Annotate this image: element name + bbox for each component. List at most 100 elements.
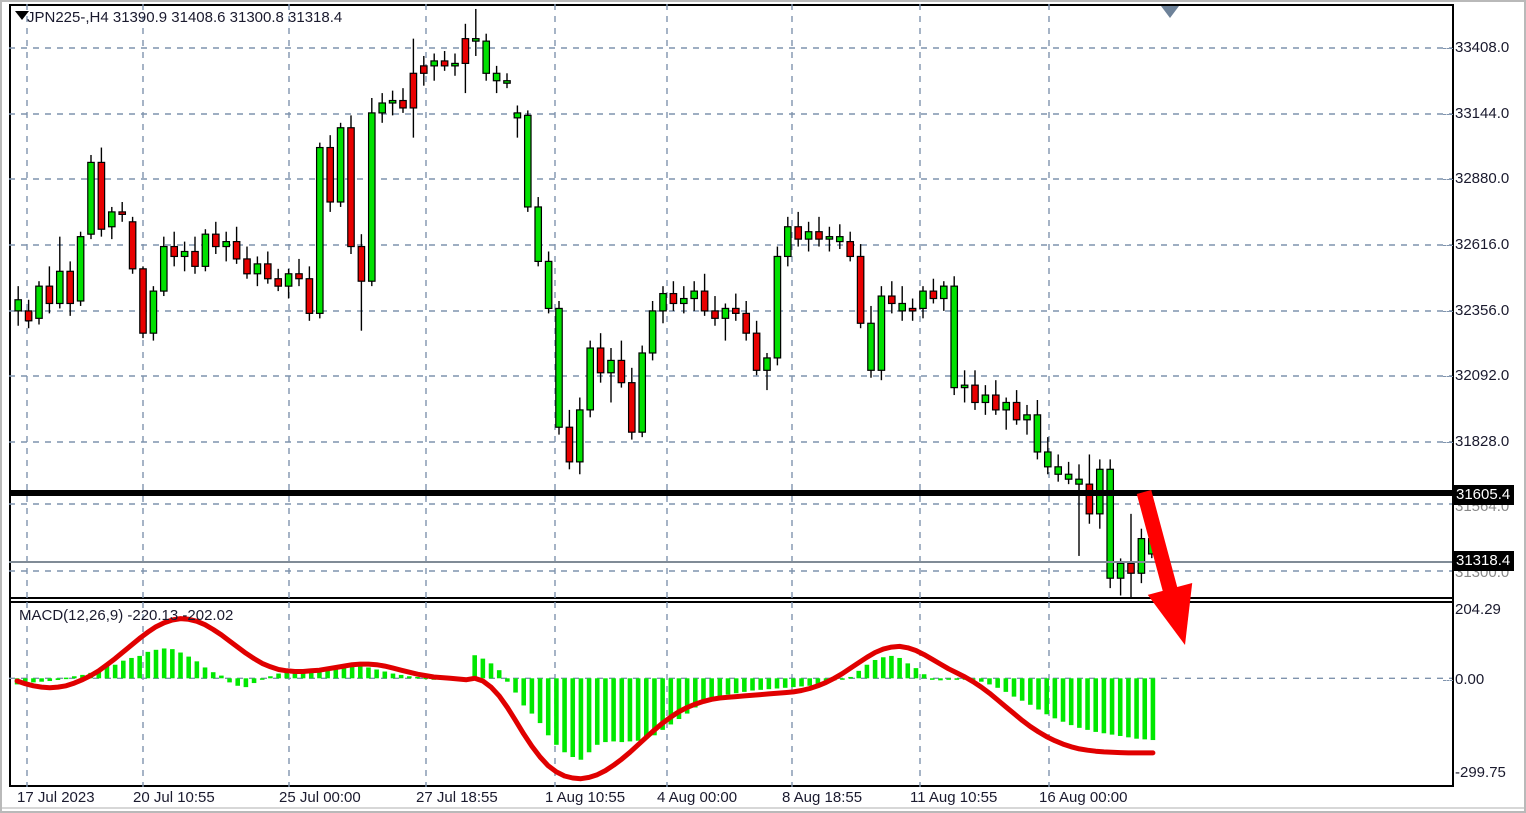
candle-body <box>1106 468 1115 579</box>
macd-histogram-bar <box>317 668 322 679</box>
chart-area[interactable]: JPN225-,H4 31390.9 31408.6 31300.8 31318… <box>9 4 1454 787</box>
candlestick <box>201 229 210 272</box>
candle-body <box>898 302 907 312</box>
macd-histogram-bar <box>921 674 927 679</box>
macd-histogram-bar <box>55 678 61 681</box>
candle-body <box>492 72 501 82</box>
candlestick <box>555 301 563 435</box>
candle-body <box>939 285 948 300</box>
candle-body <box>960 384 969 389</box>
candle-body <box>419 65 428 74</box>
candlestick <box>565 409 574 470</box>
macd-histogram-bar <box>913 668 919 679</box>
candle-body <box>627 382 636 433</box>
macd-histogram-bar <box>1011 678 1017 697</box>
candlestick <box>492 65 501 94</box>
time-axis-label: 25 Jul 00:00 <box>279 789 361 806</box>
candlestick <box>1054 454 1063 482</box>
candle-body <box>523 114 532 208</box>
candlestick <box>887 281 896 314</box>
candlestick <box>607 348 615 403</box>
candlestick <box>783 216 792 267</box>
candlestick <box>1023 404 1031 435</box>
macd-indicator-panel[interactable] <box>9 602 1452 787</box>
candle-body <box>867 322 875 371</box>
macd-histogram-bar <box>954 678 960 680</box>
candlestick <box>295 258 303 287</box>
candlestick <box>659 286 667 324</box>
candle-body <box>357 245 366 282</box>
candlestick <box>107 206 116 240</box>
candle-body <box>139 268 147 334</box>
candle-body <box>1064 473 1073 480</box>
candlestick <box>1002 397 1011 430</box>
candle-body <box>742 312 751 334</box>
candlestick <box>711 296 719 326</box>
candle-body <box>794 226 803 240</box>
candlestick <box>752 320 761 376</box>
candle-body <box>1137 537 1146 574</box>
time-axis[interactable]: 17 Jul 2023 20 Jul 10:55 25 Jul 00:00 27 Ju… <box>9 788 1452 811</box>
macd-histogram-bar <box>897 657 902 679</box>
macd-histogram-bar <box>71 676 77 679</box>
macd-histogram-bar <box>341 666 347 679</box>
candle-body <box>295 273 303 280</box>
macd-histogram-bar <box>652 678 657 736</box>
axis-bottom-rule <box>2 807 1524 809</box>
macd-histogram-bar <box>178 652 183 679</box>
price-axis-label: 33408.0 <box>1455 39 1510 56</box>
macd-histogram-bar <box>987 678 992 685</box>
candlestick <box>430 53 439 81</box>
candle-body <box>305 278 314 314</box>
candlestick <box>669 281 678 311</box>
candle-body <box>846 241 855 258</box>
macd-histogram-bar <box>505 678 510 682</box>
macd-histogram-bar <box>529 678 535 714</box>
macd-histogram-bar <box>619 678 625 743</box>
candle-body <box>877 295 886 371</box>
macd-histogram-bar <box>219 675 224 679</box>
candlestick <box>513 105 522 138</box>
macd-axis[interactable]: 204.29 0.00 -299.75 <box>1443 2 1524 811</box>
triangle-down-icon[interactable] <box>15 11 29 20</box>
candle-body <box>336 127 345 203</box>
candle-body <box>700 290 709 312</box>
candlestick <box>159 236 168 297</box>
candlestick <box>503 73 511 89</box>
macd-histogram-bar <box>472 655 477 679</box>
candlestick <box>211 221 220 254</box>
macd-histogram-bar <box>807 678 813 686</box>
candlestick <box>908 298 917 321</box>
candlestick <box>76 231 85 306</box>
candlestick <box>118 202 127 222</box>
macd-histogram-bar <box>856 670 862 679</box>
candle-body <box>763 357 771 371</box>
candlestick <box>471 8 480 56</box>
candle-body <box>1023 414 1031 421</box>
candlestick <box>1064 461 1073 485</box>
candle-body <box>659 292 667 312</box>
candle-body <box>991 394 1000 411</box>
candlestick <box>357 234 366 331</box>
candle-body <box>326 146 335 203</box>
candle-body <box>149 290 158 334</box>
macd-panel-top-border <box>9 601 1454 603</box>
candle-body <box>284 273 293 287</box>
time-axis-label: 17 Jul 2023 <box>17 789 95 806</box>
candle-body <box>232 241 241 260</box>
macd-histogram-bar <box>995 678 1000 688</box>
candlestick <box>1012 390 1021 425</box>
candle-body <box>1043 451 1052 468</box>
macd-histogram-bar <box>325 667 330 679</box>
candlestick <box>534 197 543 267</box>
price-axis-tick <box>1443 48 1453 49</box>
macd-histogram-bar <box>1142 678 1148 740</box>
macd-histogram-bar <box>668 678 674 725</box>
price-chart-panel[interactable] <box>9 4 1452 598</box>
candlestick <box>1116 558 1125 596</box>
price-axis[interactable]: 33408.0 33144.0 32880.0 32616.0 32356.0 32092… <box>1443 2 1524 596</box>
candle-body <box>887 295 896 305</box>
candle-body <box>565 426 574 463</box>
macd-histogram-bar <box>750 678 755 691</box>
candle-body <box>222 241 231 248</box>
